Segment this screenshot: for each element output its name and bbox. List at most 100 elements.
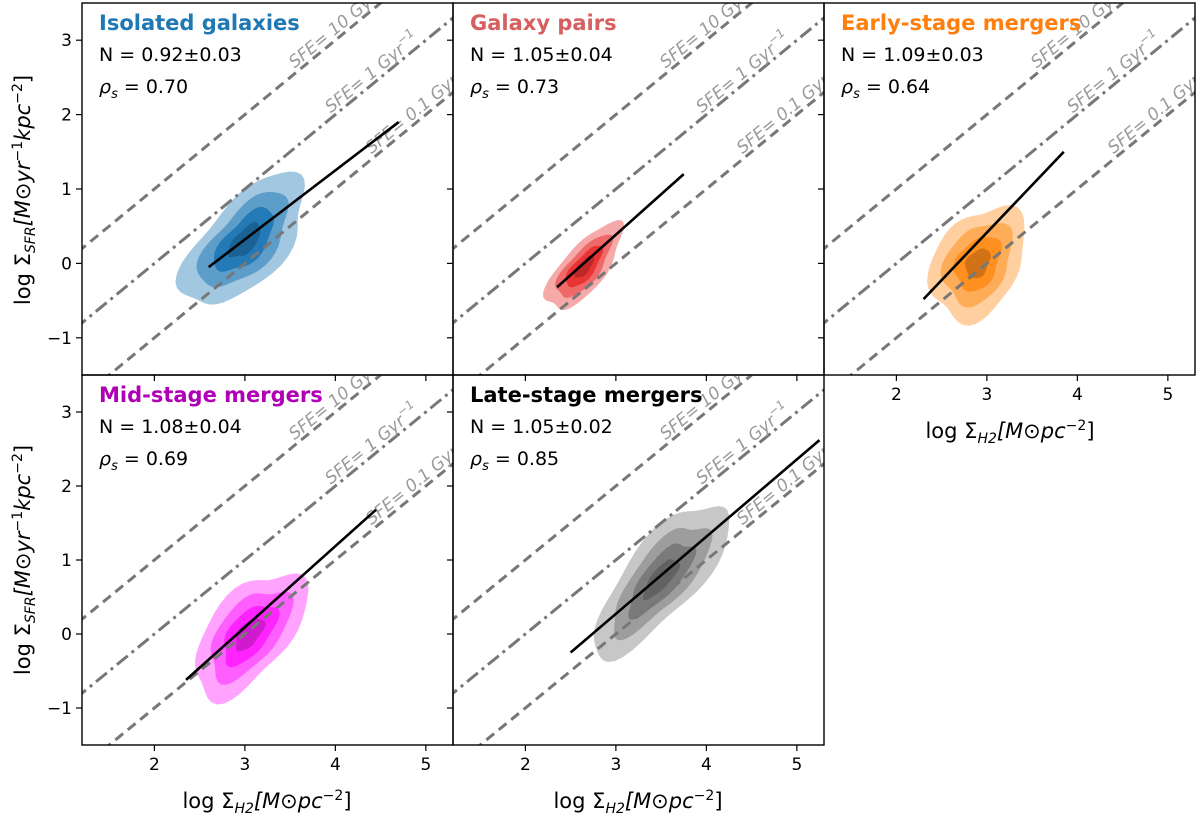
y-label-unit: [M⊙yr xyxy=(11,160,35,226)
x-label-unit: [M⊙pc xyxy=(625,789,694,813)
spearman-label: ρs = 0.70 xyxy=(99,76,188,102)
x-label-close: ] xyxy=(343,789,351,813)
x-tick-label: 2 xyxy=(891,385,902,405)
fit-line-group xyxy=(922,150,1065,301)
x-label-main: log Σ xyxy=(553,789,605,813)
density-contours xyxy=(195,573,309,705)
y-axis-label-bottom: log ΣSFR[M⊙yr−1kpc−2] xyxy=(10,445,39,675)
sfe-label-text: SFE= 0.1 Gyr xyxy=(733,441,834,529)
sfe-line-1 xyxy=(453,375,754,622)
rho-equals: = xyxy=(860,76,888,98)
sfe-line-2 xyxy=(453,387,824,696)
y-label-kpc: kpc xyxy=(11,103,35,140)
fit-line xyxy=(556,173,685,289)
rho-equals: = xyxy=(118,76,146,98)
x-label-exp: −2 xyxy=(1066,418,1087,434)
y-label-unit: [M⊙yr xyxy=(11,530,35,596)
rho-value: 0.64 xyxy=(888,76,930,98)
y-label-close: ] xyxy=(11,75,35,83)
x-label-sub: H2 xyxy=(234,801,254,815)
y-tick-label: 2 xyxy=(61,477,72,497)
sfe-line-1 xyxy=(82,375,383,622)
y-tick-label: 1 xyxy=(61,551,72,571)
rho-equals: = xyxy=(489,76,517,98)
sfe-label-text: SFE= 1 Gyr xyxy=(321,39,410,117)
sfe-label-exp: −1 xyxy=(447,428,470,450)
density-contours xyxy=(175,171,305,305)
sfe-line-3 xyxy=(477,90,824,375)
y-tick-label: 2 xyxy=(61,106,72,126)
panel-title: Mid-stage mergers xyxy=(99,383,323,407)
panel-title: Late-stage mergers xyxy=(470,383,702,407)
fit-line xyxy=(569,439,821,654)
rho-symbol: ρ xyxy=(99,448,111,470)
sfe-line-2 xyxy=(453,15,824,325)
x-tick-label: 4 xyxy=(1072,385,1083,405)
contour-level-4 xyxy=(642,559,681,601)
slope-label: N = 1.05±0.02 xyxy=(470,416,613,438)
y-label-exp1: −1 xyxy=(10,511,26,532)
x-label-exp: −2 xyxy=(323,788,344,804)
y-tick-label: 0 xyxy=(61,254,72,274)
fit-line-group xyxy=(185,508,377,681)
slope-label: N = 0.92±0.03 xyxy=(99,44,242,66)
x-label-unit: [M⊙pc xyxy=(997,419,1066,443)
density-contours xyxy=(593,506,730,663)
spearman-label: ρs = 0.64 xyxy=(841,76,930,102)
rho-subscript: s xyxy=(111,459,118,474)
panel-title: Isolated galaxies xyxy=(99,11,300,35)
axis-ticks: 2 3 4 5 −1 0 1 2 3 xyxy=(47,403,431,775)
sfe-label-exp: −1 xyxy=(366,346,389,368)
sfe-label-text: SFE= 1 Gyr xyxy=(1063,39,1152,117)
y-tick-label: 1 xyxy=(61,180,72,200)
x-label-close: ] xyxy=(1086,419,1094,443)
sfe-label-text: SFE= 10 Gyr xyxy=(656,0,753,73)
x-label-unit: [M⊙pc xyxy=(254,789,323,813)
fit-line xyxy=(185,508,377,681)
x-tick-label: 2 xyxy=(149,755,160,775)
rho-subscript: s xyxy=(853,87,860,102)
fit-line xyxy=(922,150,1065,301)
x-tick-label: 4 xyxy=(701,755,712,775)
x-axis-label-left: log ΣH2[M⊙pc−2] xyxy=(182,788,351,815)
contour-level-4 xyxy=(964,248,991,279)
sfe-label-exp: −1 xyxy=(818,56,841,78)
sfe-label-text: SFE= 0.1 Gyr xyxy=(1104,70,1200,158)
x-axis-label-right: log ΣH2[M⊙pc−2] xyxy=(925,418,1094,447)
fit-line-group xyxy=(556,173,685,289)
sfe-line-1 xyxy=(82,3,383,251)
y-label-sub: SFR xyxy=(23,596,39,623)
sfe-line-3 xyxy=(106,90,453,375)
y-label-exp1: −1 xyxy=(10,141,26,162)
x-axis-label-middle: log ΣH2[M⊙pc−2] xyxy=(553,788,722,815)
axis-ticks: 2 3 4 5 xyxy=(818,39,1173,405)
y-label-close: ] xyxy=(11,445,35,453)
rho-value: 0.85 xyxy=(517,448,559,470)
sfe-line-1 xyxy=(453,3,754,251)
axis-ticks xyxy=(447,39,798,381)
sfe-label-exp: −1 xyxy=(1189,56,1200,78)
sfe-line-2 xyxy=(82,387,453,696)
slope-label: N = 1.09±0.03 xyxy=(841,44,984,66)
rho-value: 0.69 xyxy=(146,448,188,470)
sfe-label-text: SFE= 0.1 Gyr xyxy=(362,441,463,529)
contour-level-4 xyxy=(574,255,595,278)
rho-value: 0.73 xyxy=(517,76,559,98)
x-tick-label: 3 xyxy=(239,755,250,775)
x-label-close: ] xyxy=(714,789,722,813)
sfe-line-2 xyxy=(824,15,1195,325)
x-tick-label: 4 xyxy=(330,755,341,775)
sfe-label-text: SFE= 1 Gyr xyxy=(692,39,781,117)
rho-symbol: ρ xyxy=(99,76,111,98)
x-tick-label: 5 xyxy=(420,755,431,775)
sfe-line-3 xyxy=(106,461,453,745)
y-tick-label: −1 xyxy=(47,699,72,719)
x-tick-label: 3 xyxy=(610,755,621,775)
rho-symbol: ρ xyxy=(470,448,482,470)
rho-value: 0.70 xyxy=(146,76,188,98)
y-axis-label-top: log ΣSFR[M⊙yr−1kpc−2] xyxy=(10,75,39,305)
